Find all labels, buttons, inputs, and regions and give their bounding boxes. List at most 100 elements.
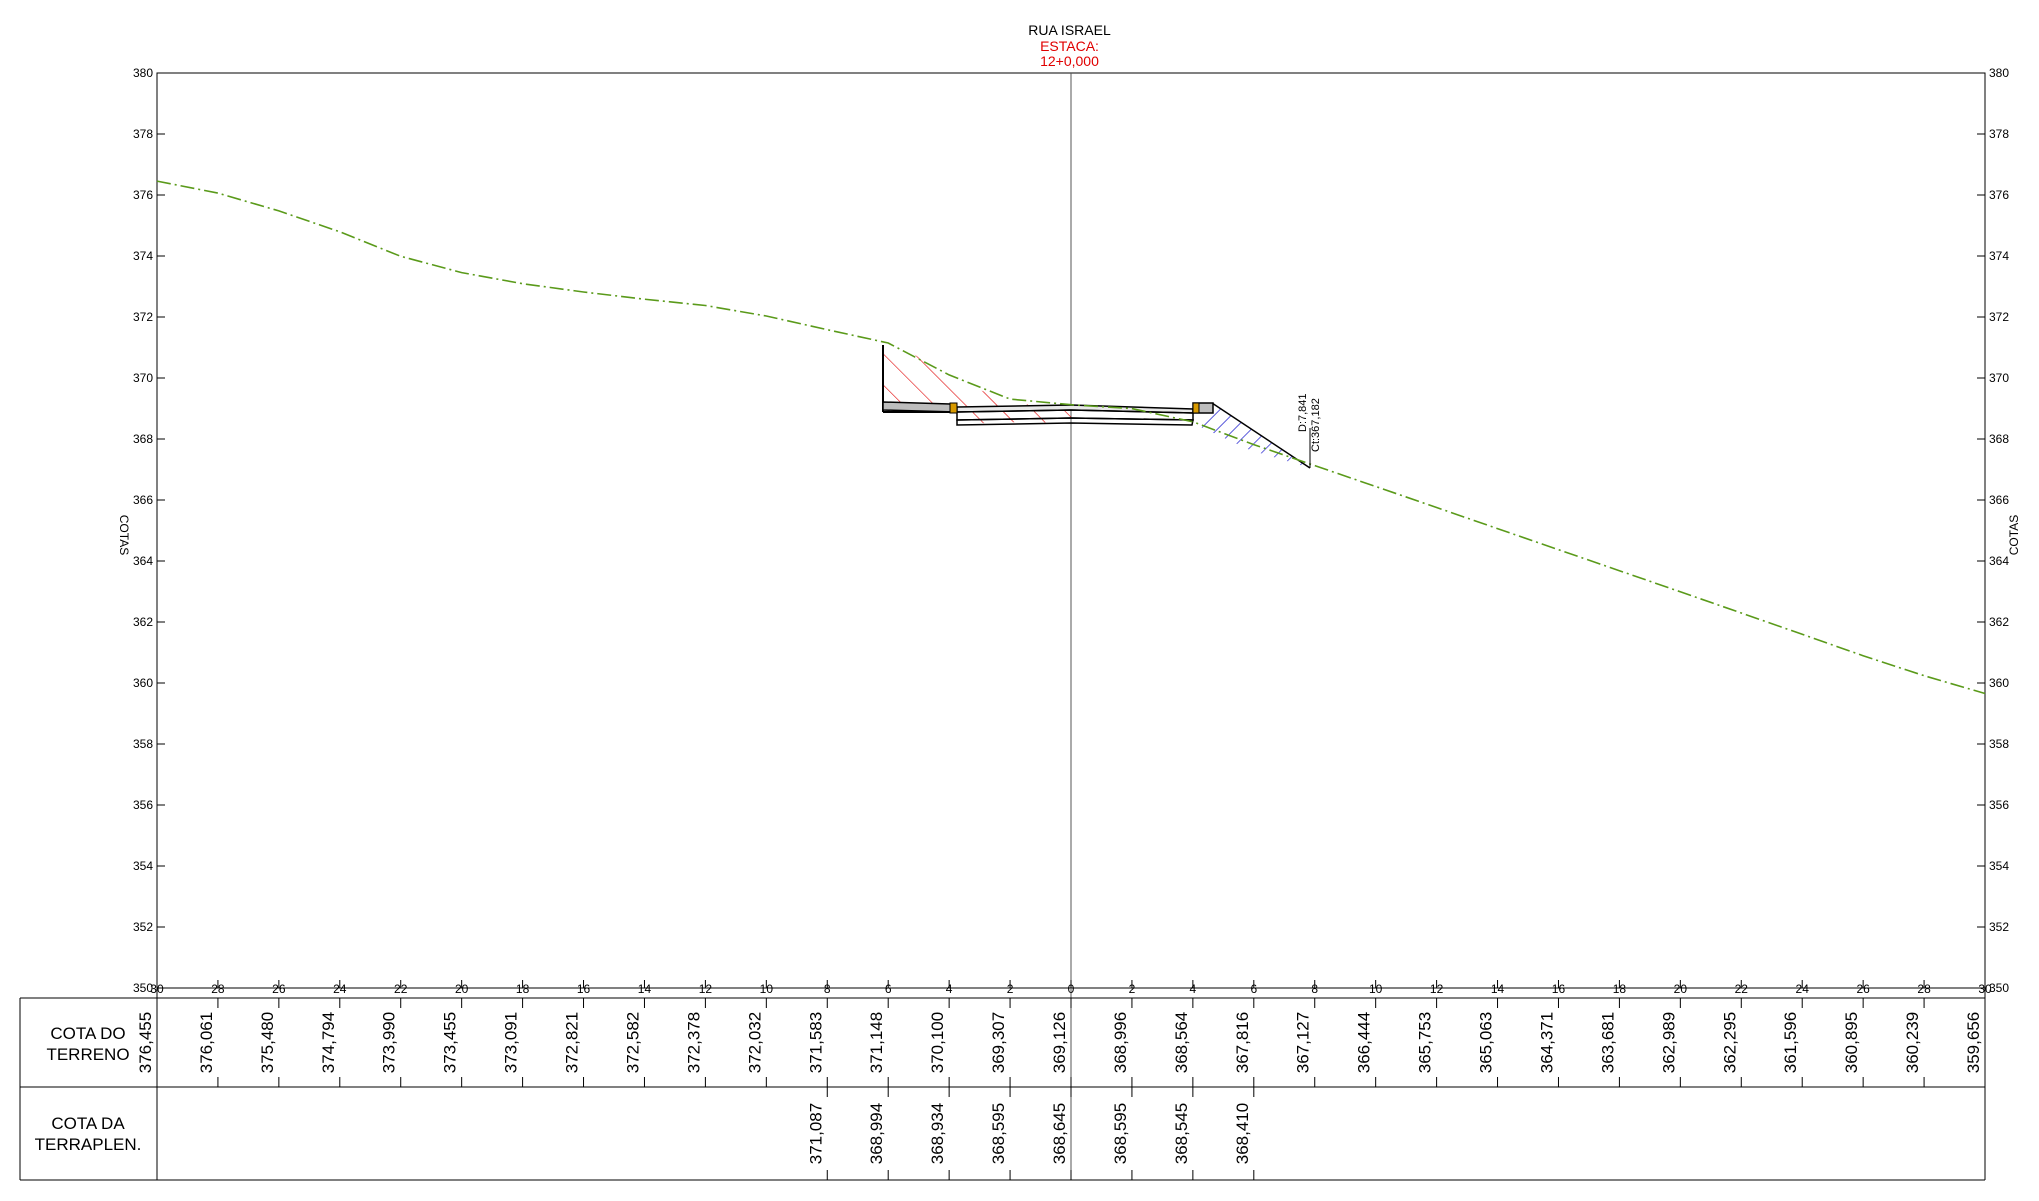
elevation-label: Ct:367,182 bbox=[1310, 398, 1322, 452]
axis-label-right: COTAS bbox=[2007, 515, 2021, 555]
y-tick-label-right: 380 bbox=[1989, 66, 2009, 80]
x-tick-label: 18 bbox=[1613, 982, 1627, 996]
x-tick-label: 6 bbox=[885, 982, 892, 996]
terreno-cell: 367,816 bbox=[1233, 1012, 1252, 1073]
station-value: 12+0,000 bbox=[1040, 53, 1099, 69]
terreno-cell: 373,455 bbox=[441, 1012, 460, 1073]
offset-annotation: D:7,841 Ct:367,182 bbox=[1297, 393, 1322, 468]
terreno-cell: 373,091 bbox=[502, 1012, 521, 1073]
terreno-cell: 376,455 bbox=[136, 1012, 155, 1073]
terreno-cell: 369,126 bbox=[1050, 1012, 1069, 1073]
terraplen-cell: 368,934 bbox=[928, 1103, 947, 1164]
x-tick-label: 26 bbox=[272, 982, 286, 996]
y-tick-label-left: 376 bbox=[133, 188, 153, 202]
terreno-cell: 359,656 bbox=[1964, 1012, 1983, 1073]
data-table: COTA DO TERRENO COTA DA TERRAPLEN. 376,4… bbox=[19, 988, 1986, 1181]
x-tick-label: 20 bbox=[1674, 982, 1688, 996]
y-tick-label-left: 358 bbox=[133, 737, 153, 751]
terreno-cell: 361,596 bbox=[1781, 1012, 1800, 1073]
terreno-cell: 371,583 bbox=[806, 1012, 825, 1073]
x-tick-label: 24 bbox=[333, 982, 347, 996]
terraplen-cell: 368,410 bbox=[1233, 1103, 1252, 1164]
x-tick-label: 14 bbox=[638, 982, 652, 996]
terreno-cell: 368,564 bbox=[1172, 1012, 1191, 1073]
curb-right bbox=[1192, 402, 1200, 414]
x-tick-label: 28 bbox=[211, 982, 225, 996]
y-tick-label-left: 356 bbox=[133, 798, 153, 812]
y-tick-label-left: 378 bbox=[133, 127, 153, 141]
row-label-terreno-1: COTA DO bbox=[50, 1024, 125, 1043]
offset-label: D:7,841 bbox=[1297, 393, 1309, 432]
x-tick-label: 4 bbox=[946, 982, 953, 996]
x-tick-label: 26 bbox=[1856, 982, 1870, 996]
terreno-cell: 362,295 bbox=[1720, 1012, 1739, 1073]
y-tick-label-right: 374 bbox=[1989, 249, 2009, 263]
terreno-cell: 370,100 bbox=[928, 1012, 947, 1073]
x-tick-label: 2 bbox=[1129, 982, 1136, 996]
x-tick-label: 10 bbox=[760, 982, 774, 996]
y-tick-label-left: 352 bbox=[133, 920, 153, 934]
terreno-cell: 360,895 bbox=[1842, 1012, 1861, 1073]
x-tick-label: 8 bbox=[1311, 982, 1318, 996]
y-tick-label-right: 366 bbox=[1989, 493, 2009, 507]
y-tick-label-right: 378 bbox=[1989, 127, 2009, 141]
x-tick-label: 4 bbox=[1190, 982, 1197, 996]
y-tick-label-left: 362 bbox=[133, 615, 153, 629]
y-tick-label-left: 366 bbox=[133, 493, 153, 507]
x-tick-label: 10 bbox=[1369, 982, 1383, 996]
row-label-terraplen-1: COTA DA bbox=[51, 1114, 125, 1133]
terraplen-cell: 368,994 bbox=[867, 1103, 886, 1164]
curb-left bbox=[949, 402, 958, 414]
y-tick-label-right: 372 bbox=[1989, 310, 2009, 324]
terreno-cell: 367,127 bbox=[1294, 1012, 1313, 1073]
y-tick-label-left: 350 bbox=[133, 981, 153, 995]
x-tick-label: 12 bbox=[1430, 982, 1444, 996]
y-tick-label-left: 372 bbox=[133, 310, 153, 324]
y-tick-label-left: 374 bbox=[133, 249, 153, 263]
terraplen-cell: 368,595 bbox=[1111, 1103, 1130, 1164]
x-tick-label: 8 bbox=[824, 982, 831, 996]
y-tick-label-right: 368 bbox=[1989, 432, 2009, 446]
y-ticks: 380 380 378 378 376 376 374 374 372 372 370 370 368 3… bbox=[133, 66, 2009, 995]
y-tick-label-left: 380 bbox=[133, 66, 153, 80]
terreno-cell: 363,681 bbox=[1598, 1012, 1617, 1073]
x-tick-label: 24 bbox=[1796, 982, 1810, 996]
x-tick-label: 22 bbox=[1735, 982, 1749, 996]
terreno-cell: 366,444 bbox=[1355, 1012, 1374, 1073]
x-tick-label: 22 bbox=[394, 982, 408, 996]
terreno-cell: 373,990 bbox=[380, 1012, 399, 1073]
y-tick-label-left: 368 bbox=[133, 432, 153, 446]
x-tick-label: 16 bbox=[577, 982, 591, 996]
road-title: RUA ISRAEL bbox=[1028, 22, 1111, 38]
x-tick-label: 16 bbox=[1552, 982, 1566, 996]
x-tick-label: 28 bbox=[1917, 982, 1931, 996]
x-tick-label: 18 bbox=[516, 982, 530, 996]
y-tick-label-left: 354 bbox=[133, 859, 153, 873]
pavement bbox=[882, 401, 1214, 426]
x-ticks: 30 28 26 24 22 20 18 16 14 12 10 8 6 4 2 0 2 4 6 8 10 12 14 16 1… bbox=[150, 980, 1992, 996]
terreno-cell: 365,063 bbox=[1477, 1012, 1496, 1073]
terreno-cell: 375,480 bbox=[258, 1012, 277, 1073]
terraplen-cell: 368,645 bbox=[1050, 1103, 1069, 1164]
terreno-cell: 374,794 bbox=[319, 1012, 338, 1073]
y-tick-label-right: 352 bbox=[1989, 920, 2009, 934]
estaca-label: ESTACA: bbox=[1040, 38, 1099, 54]
row-label-terreno-2: TERRENO bbox=[46, 1045, 129, 1064]
y-tick-label-left: 364 bbox=[133, 554, 153, 568]
x-tick-label: 2 bbox=[1007, 982, 1014, 996]
x-tick-label: 6 bbox=[1250, 982, 1257, 996]
y-tick-label-left: 370 bbox=[133, 371, 153, 385]
x-tick-label: 12 bbox=[699, 982, 713, 996]
terreno-cell: 364,371 bbox=[1537, 1012, 1556, 1073]
terreno-cell: 376,061 bbox=[197, 1012, 216, 1073]
x-tick-label: 14 bbox=[1491, 982, 1505, 996]
terreno-cell: 368,996 bbox=[1111, 1012, 1130, 1073]
y-tick-label-right: 362 bbox=[1989, 615, 2009, 629]
y-tick-label-right: 376 bbox=[1989, 188, 2009, 202]
terreno-cell: 371,148 bbox=[867, 1012, 886, 1073]
terreno-cell: 372,821 bbox=[563, 1012, 582, 1073]
y-tick-label-right: 354 bbox=[1989, 859, 2009, 873]
row-label-terraplen-2: TERRAPLEN. bbox=[35, 1135, 142, 1154]
axis-label-left: COTAS bbox=[117, 515, 131, 555]
terreno-cell: 360,239 bbox=[1903, 1012, 1922, 1073]
